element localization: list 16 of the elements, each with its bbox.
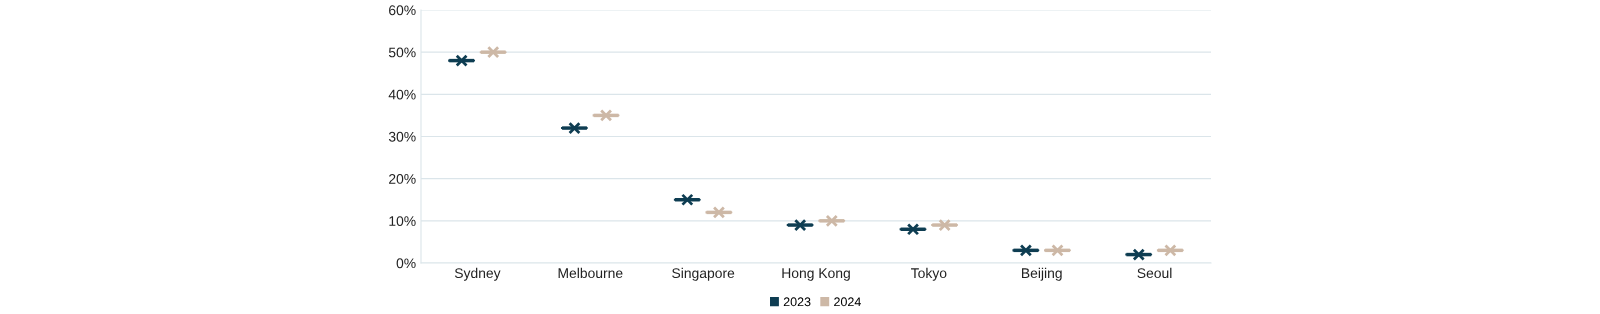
x-tick-label: Singapore bbox=[672, 267, 735, 281]
y-tick-label: 20% bbox=[389, 174, 416, 184]
y-tick-label: 40% bbox=[388, 89, 416, 100]
x-tick-label: Sydney bbox=[454, 267, 501, 281]
x-tick-label: Seoul bbox=[1137, 267, 1172, 279]
y-tick-label: 60% bbox=[389, 5, 416, 16]
x-tick-label: Hong Kong bbox=[782, 268, 850, 281]
y-tick-label: 30% bbox=[388, 131, 416, 142]
x-tick-label: Tokyo bbox=[911, 267, 947, 281]
legend-label: 2023 bbox=[783, 297, 811, 307]
x-tick-label: Melbourne bbox=[558, 267, 623, 279]
legend-label: 2024 bbox=[834, 297, 861, 307]
y-tick-label: 10% bbox=[389, 216, 416, 226]
y-tick-label: 50% bbox=[388, 47, 416, 58]
x-tick-label: Beijing bbox=[1022, 267, 1062, 281]
y-tick-label: 0% bbox=[396, 258, 416, 269]
